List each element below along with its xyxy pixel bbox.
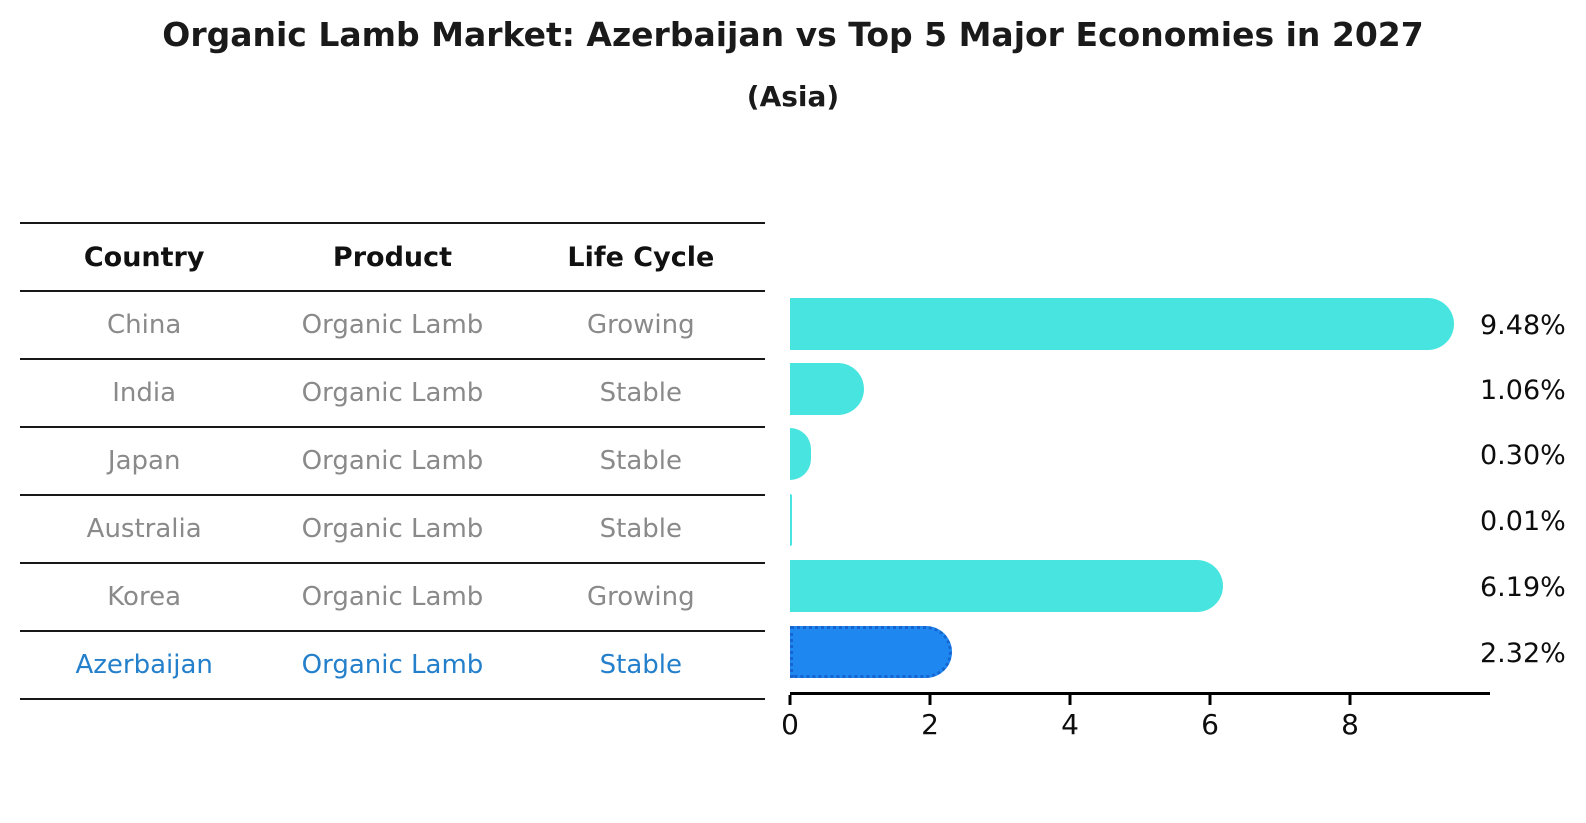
value-label-azerbaijan: 2.32% (1480, 638, 1566, 669)
table-row-australia: Australia Organic Lamb Stable (20, 496, 765, 564)
x-axis-tick-label: 0 (781, 708, 799, 741)
value-label-korea: 6.19% (1480, 572, 1566, 603)
header-cell-country: Country (83, 241, 205, 273)
x-axis-tick (1068, 695, 1072, 705)
bar-azerbaijan (790, 626, 953, 678)
cell-product: Organic Lamb (301, 514, 484, 544)
x-axis-line (790, 692, 1490, 695)
x-axis-tick (928, 695, 932, 705)
table-row-japan: Japan Organic Lamb Stable (20, 428, 765, 496)
cell-lifecycle: Growing (586, 582, 695, 612)
value-label-australia: 0.01% (1480, 506, 1566, 537)
header-cell-product: Product (332, 241, 453, 273)
cell-country: Australia (86, 514, 202, 544)
page-subtitle: (Asia) (746, 80, 840, 113)
country-table: Country Product Life Cycle China Organic… (20, 222, 765, 700)
x-axis-tick (1348, 695, 1352, 705)
table-row-azerbaijan: Azerbaijan Organic Lamb Stable (20, 632, 765, 700)
table-row-korea: Korea Organic Lamb Growing (20, 564, 765, 632)
bar-india (790, 363, 865, 415)
value-label-india: 1.06% (1480, 375, 1566, 406)
cell-lifecycle: Stable (599, 514, 682, 544)
cell-product: Organic Lamb (301, 582, 484, 612)
page-title: Organic Lamb Market: Azerbaijan vs Top 5… (162, 15, 1424, 54)
cell-country: China (107, 310, 182, 340)
x-axis-tick (1208, 695, 1212, 705)
cell-country: Japan (107, 446, 181, 476)
value-label-japan: 0.30% (1480, 440, 1566, 471)
x-axis-tick-label: 2 (921, 708, 939, 741)
x-axis-tick-label: 6 (1201, 708, 1219, 741)
cell-lifecycle: Stable (599, 650, 682, 680)
cell-country: Korea (107, 582, 182, 612)
table-row-china: China Organic Lamb Growing (20, 292, 765, 360)
bar-china (790, 298, 1454, 350)
cell-product: Organic Lamb (301, 446, 484, 476)
cell-product: Organic Lamb (301, 378, 484, 408)
x-axis-tick (788, 695, 792, 705)
cell-lifecycle: Stable (599, 446, 682, 476)
value-label-china: 9.48% (1480, 310, 1566, 341)
bar-korea (790, 560, 1224, 612)
cell-product: Organic Lamb (301, 310, 484, 340)
cell-country: Azerbaijan (75, 650, 213, 680)
bar-australia (790, 494, 792, 546)
x-axis-tick-label: 4 (1061, 708, 1079, 741)
header-cell-lifecycle: Life Cycle (567, 241, 715, 273)
x-axis-tick-label: 8 (1341, 708, 1359, 741)
bar-japan (790, 428, 811, 480)
cell-lifecycle: Stable (599, 378, 682, 408)
cell-country: India (112, 378, 177, 408)
table-row-india: India Organic Lamb Stable (20, 360, 765, 428)
cell-product: Organic Lamb (301, 650, 484, 680)
table-header-row: Country Product Life Cycle (20, 224, 765, 292)
cell-lifecycle: Growing (586, 310, 695, 340)
bar-chart: 9.48% 1.06% 0.30% 0.01% 6.19% 2.32% 0 2 … (781, 222, 1566, 762)
